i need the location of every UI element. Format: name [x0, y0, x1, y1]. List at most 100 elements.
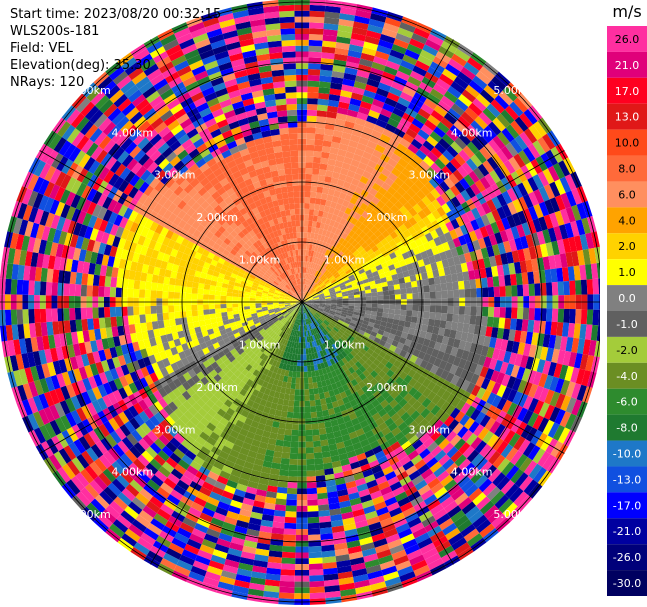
range-gate [304, 412, 312, 419]
range-gate [310, 329, 314, 336]
range-gate [317, 308, 324, 313]
range-gate [377, 113, 390, 124]
range-gate [318, 515, 331, 523]
range-gate [590, 263, 599, 280]
range-gate [354, 324, 362, 330]
range-gate [330, 395, 338, 403]
range-gate [372, 412, 382, 422]
range-gate [98, 275, 106, 287]
range-gate [337, 279, 345, 285]
range-gate [525, 356, 535, 370]
range-gate [365, 30, 382, 40]
range-gate [328, 266, 335, 273]
range-gate [433, 319, 441, 328]
range-gate [409, 240, 418, 250]
range-gate [395, 32, 412, 44]
range-gate [133, 279, 141, 290]
range-gate [291, 435, 299, 442]
range-gate [506, 402, 518, 416]
range-gate [475, 344, 484, 355]
range-gate [306, 127, 316, 134]
range-gate [509, 101, 524, 117]
range-gate [452, 313, 459, 323]
range-gate [312, 293, 318, 297]
range-gate [370, 370, 379, 379]
range-gate [592, 278, 600, 295]
range-gate [475, 133, 489, 147]
range-gate [306, 318, 309, 325]
range-gate [400, 533, 415, 545]
range-gate [336, 294, 343, 298]
range-gate [391, 256, 399, 265]
range-gate [461, 429, 474, 443]
range-gate [313, 328, 318, 335]
range-gate [286, 411, 294, 419]
range-gate [420, 124, 434, 136]
range-gate [347, 352, 355, 360]
range-gate [371, 351, 379, 359]
range-gate [320, 275, 327, 281]
range-gate [309, 256, 313, 263]
range-gate [191, 310, 199, 317]
range-gate [380, 195, 390, 205]
range-gate [366, 366, 374, 374]
range-gate [339, 13, 356, 22]
range-gate [350, 32, 366, 42]
range-gate [436, 470, 450, 483]
range-gate [514, 116, 529, 132]
range-gate [110, 276, 118, 288]
range-gate [358, 268, 366, 275]
range-gate [381, 230, 390, 239]
range-gate [426, 391, 437, 402]
range-gate [435, 226, 445, 237]
range-gate [319, 163, 328, 171]
range-gate [342, 303, 349, 306]
range-gate [441, 305, 448, 314]
range-gate [435, 78, 451, 91]
range-gate [343, 348, 351, 356]
range-gate [543, 374, 554, 390]
range-gate [410, 183, 421, 194]
range-gate [382, 290, 390, 296]
range-gate [315, 277, 320, 284]
range-gate [384, 123, 397, 134]
range-gate [416, 189, 427, 200]
range-gate [455, 215, 466, 227]
range-gate [363, 282, 370, 288]
range-gate [496, 384, 507, 398]
range-gate [345, 329, 352, 336]
range-gate [359, 202, 369, 211]
range-gate [319, 274, 325, 280]
range-gate [390, 381, 400, 391]
range-gate [341, 309, 348, 313]
range-gate [472, 353, 481, 365]
range-gate [528, 283, 535, 297]
range-gate [404, 543, 420, 556]
range-gate [492, 454, 506, 469]
range-gate [309, 586, 325, 594]
range-gate [465, 405, 476, 418]
range-gate [366, 222, 375, 231]
range-gate [304, 400, 311, 407]
range-gate [510, 120, 524, 136]
range-gate [373, 93, 387, 103]
range-gate [411, 193, 422, 204]
range-gate [308, 534, 321, 541]
range-gate [346, 109, 359, 118]
range-gate [507, 201, 518, 216]
range-gate [337, 223, 344, 231]
range-gate [496, 327, 505, 340]
range-gate [482, 107, 497, 122]
range-gate [333, 208, 340, 216]
range-gate [168, 305, 175, 313]
range-gate [401, 440, 412, 451]
range-gate [461, 161, 474, 175]
range-gate [362, 362, 370, 370]
range-gate [534, 244, 543, 259]
range-gate [361, 95, 374, 105]
range-gate [346, 145, 357, 154]
range-gate [400, 293, 407, 300]
range-gate [474, 440, 487, 454]
range-gate [28, 280, 35, 295]
range-gate [287, 482, 298, 489]
